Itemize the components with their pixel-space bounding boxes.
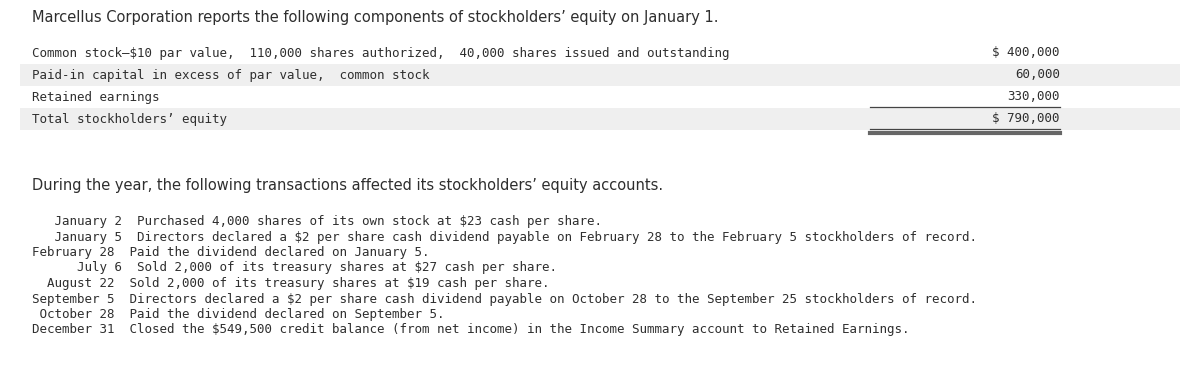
Text: January 2  Purchased 4,000 shares of its own stock at $23 cash per share.: January 2 Purchased 4,000 shares of its …	[32, 215, 602, 228]
Text: Marcellus Corporation reports the following components of stockholders’ equity o: Marcellus Corporation reports the follow…	[32, 10, 719, 25]
Text: 330,000: 330,000	[1008, 91, 1060, 103]
Text: February 28  Paid the dividend declared on January 5.: February 28 Paid the dividend declared o…	[32, 246, 430, 259]
Text: Total stockholders’ equity: Total stockholders’ equity	[32, 113, 227, 126]
Text: December 31  Closed the $549,500 credit balance (from net income) in the Income : December 31 Closed the $549,500 credit b…	[32, 323, 910, 337]
Text: Retained earnings: Retained earnings	[32, 91, 160, 103]
Bar	[20, 86, 1180, 108]
Text: $ 400,000: $ 400,000	[992, 47, 1060, 59]
Text: Paid-in capital in excess of par value,  common stock: Paid-in capital in excess of par value, …	[32, 69, 430, 81]
Text: 60,000: 60,000	[1015, 69, 1060, 81]
Text: October 28  Paid the dividend declared on September 5.: October 28 Paid the dividend declared on…	[32, 308, 444, 321]
Text: During the year, the following transactions affected its stockholders’ equity ac: During the year, the following transacti…	[32, 178, 664, 193]
Text: August 22  Sold 2,000 of its treasury shares at $19 cash per share.: August 22 Sold 2,000 of its treasury sha…	[32, 277, 550, 290]
Bar	[20, 108, 1180, 130]
Text: $ 790,000: $ 790,000	[992, 113, 1060, 126]
Text: January 5  Directors declared a $2 per share cash dividend payable on February 2: January 5 Directors declared a $2 per sh…	[32, 230, 977, 243]
Text: Common stock–$10 par value,  110,000 shares authorized,  40,000 shares issued an: Common stock–$10 par value, 110,000 shar…	[32, 47, 730, 59]
Bar	[20, 42, 1180, 64]
Text: September 5  Directors declared a $2 per share cash dividend payable on October : September 5 Directors declared a $2 per …	[32, 292, 977, 305]
Text: July 6  Sold 2,000 of its treasury shares at $27 cash per share.: July 6 Sold 2,000 of its treasury shares…	[32, 262, 557, 275]
Bar	[20, 64, 1180, 86]
